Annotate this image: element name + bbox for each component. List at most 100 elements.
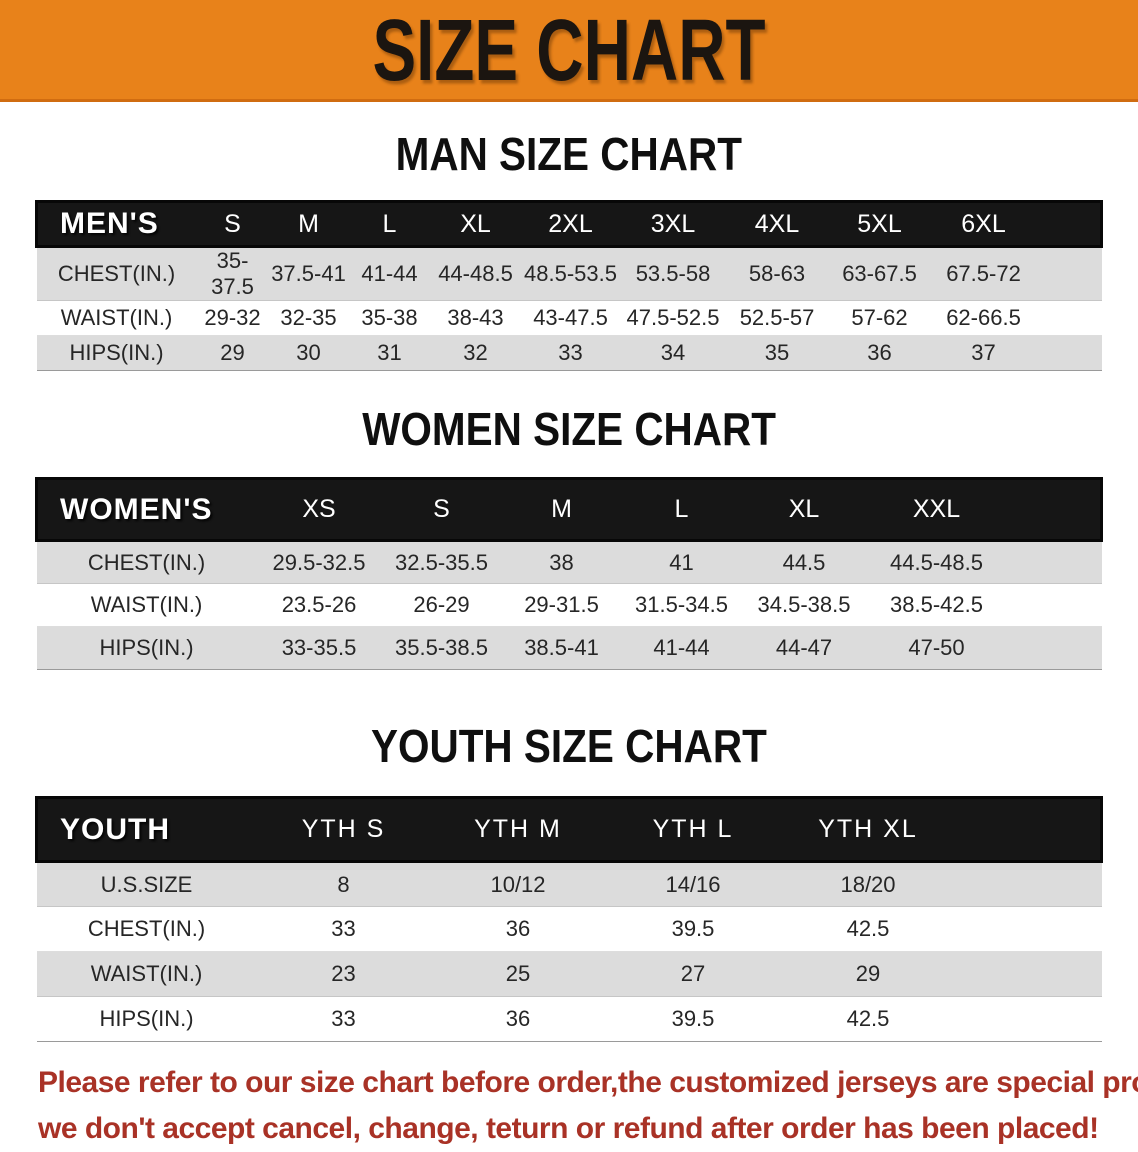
men-size-header-s: S: [196, 201, 269, 247]
disclaimer-line-2: we don't accept cancel, change, teturn o…: [38, 1112, 1099, 1145]
youth-value-cell: 14/16: [605, 861, 781, 907]
men-section-title: MAN SIZE CHART: [0, 102, 1138, 200]
women-value-cell: 32.5-35.5: [381, 540, 502, 584]
youth-section-title: YOUTH SIZE CHART: [0, 670, 1138, 796]
youth-row-3: HIPS(IN.) 33 36 39.5 42.5: [36, 996, 1102, 1042]
youth-section-title-text: YOUTH SIZE CHART: [371, 720, 767, 772]
women-value-cell: 29.5-32.5: [256, 540, 382, 584]
women-value-cell: 41: [621, 540, 742, 584]
men-size-table: MEN'S S M L XL 2XL 3XL 4XL 5XL 6XL CHEST(IN.) 35-37…: [35, 200, 1103, 371]
youth-row-spacer: [955, 906, 1102, 952]
youth-row-label: HIPS(IN.): [36, 996, 257, 1042]
men-size-header-xl: XL: [430, 201, 521, 247]
women-header-row: WOMEN'S XS S M L XL XXL: [36, 478, 1102, 541]
men-section-title-text: MAN SIZE CHART: [395, 128, 743, 180]
men-value-cell: 29-32: [196, 300, 269, 336]
men-value-cell: 35-37.5: [196, 246, 269, 301]
men-size-header-l: L: [348, 201, 431, 247]
men-value-cell: 34: [620, 335, 726, 371]
youth-value-cell: 27: [605, 951, 781, 997]
youth-row-1: CHEST(IN.) 33 36 39.5 42.5: [36, 906, 1102, 952]
women-size-header-xxl: XXL: [866, 478, 1007, 541]
men-value-cell: 58-63: [725, 246, 829, 301]
youth-size-table: YOUTH YTH S YTH M YTH L YTH XL U.S.SIZE 8 10/12…: [35, 796, 1103, 1042]
youth-value-cell: 29: [780, 951, 956, 997]
men-value-cell: 53.5-58: [620, 246, 726, 301]
youth-size-header-yth-l: YTH L: [605, 797, 781, 862]
youth-value-cell: 39.5: [605, 996, 781, 1042]
women-corner-label: WOMEN'S: [36, 478, 257, 541]
men-value-cell: 36: [828, 335, 931, 371]
men-corner-label: MEN'S: [36, 201, 197, 247]
youth-value-cell: 42.5: [780, 906, 956, 952]
women-value-cell: 34.5-38.5: [741, 583, 867, 627]
men-row-1: WAIST(IN.) 29-32 32-35 35-38 38-43 43-47.5 47.…: [36, 300, 1102, 336]
disclaimer: Please refer to our size chart before or…: [0, 1042, 1138, 1152]
women-value-cell: 38.5-41: [501, 626, 622, 670]
men-value-cell: 38-43: [430, 300, 521, 336]
youth-value-cell: 25: [430, 951, 606, 997]
men-value-cell: 32-35: [268, 300, 349, 336]
men-value-cell: 52.5-57: [725, 300, 829, 336]
men-value-cell: 33: [520, 335, 621, 371]
youth-size-header-yth-s: YTH S: [256, 797, 431, 862]
youth-value-cell: 39.5: [605, 906, 781, 952]
men-value-cell: 44-48.5: [430, 246, 521, 301]
women-value-cell: 38.5-42.5: [866, 583, 1007, 627]
men-section: MAN SIZE CHART MEN'S S M L XL 2XL 3XL 4XL 5XL 6XL…: [0, 102, 1138, 371]
youth-header-row: YOUTH YTH S YTH M YTH L YTH XL: [36, 797, 1102, 862]
men-row-0: CHEST(IN.) 35-37.5 37.5-41 41-44 44-48.5 48.5…: [36, 246, 1102, 301]
men-row-label: CHEST(IN.): [36, 246, 197, 301]
men-value-cell: 32: [430, 335, 521, 371]
men-row-label: HIPS(IN.): [36, 335, 197, 371]
disclaimer-line-1: Please refer to our size chart before or…: [38, 1066, 1138, 1099]
youth-value-cell: 33: [256, 906, 431, 952]
men-size-header-5xl: 5XL: [828, 201, 931, 247]
youth-corner-label: YOUTH: [36, 797, 257, 862]
women-size-header-xl: XL: [741, 478, 867, 541]
women-row-spacer: [1006, 540, 1102, 584]
men-size-header-m: M: [268, 201, 349, 247]
women-value-cell: 44.5-48.5: [866, 540, 1007, 584]
women-row-spacer: [1006, 626, 1102, 670]
men-row-spacer: [1036, 300, 1102, 336]
men-value-cell: 48.5-53.5: [520, 246, 621, 301]
youth-size-header-yth-m: YTH M: [430, 797, 606, 862]
men-value-cell: 57-62: [828, 300, 931, 336]
men-size-header-2xl: 2XL: [520, 201, 621, 247]
women-section-title: WOMEN SIZE CHART: [0, 371, 1138, 477]
youth-row-label: CHEST(IN.): [36, 906, 257, 952]
men-value-cell: 63-67.5: [828, 246, 931, 301]
youth-header-spacer: [955, 797, 1102, 862]
men-row-2: HIPS(IN.) 29 30 31 32 33 34 35 36 37: [36, 335, 1102, 371]
men-value-cell: 47.5-52.5: [620, 300, 726, 336]
women-value-cell: 23.5-26: [256, 583, 382, 627]
women-size-header-l: L: [621, 478, 742, 541]
women-header-spacer: [1006, 478, 1102, 541]
youth-row-spacer: [955, 996, 1102, 1042]
size-chart-banner: SIZE CHART: [0, 0, 1138, 102]
youth-value-cell: 36: [430, 906, 606, 952]
men-value-cell: 29: [196, 335, 269, 371]
women-size-table: WOMEN'S XS S M L XL XXL CHEST(IN.) 29.5-32.5 32.5…: [35, 477, 1103, 670]
youth-section: YOUTH SIZE CHART YOUTH YTH S YTH M YTH L YTH…: [0, 670, 1138, 1042]
youth-value-cell: 23: [256, 951, 431, 997]
men-value-cell: 35-38: [348, 300, 431, 336]
men-row-spacer: [1036, 246, 1102, 301]
women-row-label: HIPS(IN.): [36, 626, 257, 670]
youth-value-cell: 33: [256, 996, 431, 1042]
men-value-cell: 37: [930, 335, 1037, 371]
men-value-cell: 35: [725, 335, 829, 371]
banner-title: SIZE CHART: [372, 0, 766, 99]
youth-row-2: WAIST(IN.) 23 25 27 29: [36, 951, 1102, 997]
women-value-cell: 44.5: [741, 540, 867, 584]
youth-row-label: WAIST(IN.): [36, 951, 257, 997]
women-row-label: CHEST(IN.): [36, 540, 257, 584]
men-header-row: MEN'S S M L XL 2XL 3XL 4XL 5XL 6XL: [36, 201, 1102, 247]
women-section-title-text: WOMEN SIZE CHART: [362, 403, 776, 455]
women-value-cell: 33-35.5: [256, 626, 382, 670]
women-row-1: WAIST(IN.) 23.5-26 26-29 29-31.5 31.5-34.5 34…: [36, 583, 1102, 627]
men-value-cell: 43-47.5: [520, 300, 621, 336]
youth-row-0: U.S.SIZE 8 10/12 14/16 18/20: [36, 861, 1102, 907]
men-value-cell: 41-44: [348, 246, 431, 301]
